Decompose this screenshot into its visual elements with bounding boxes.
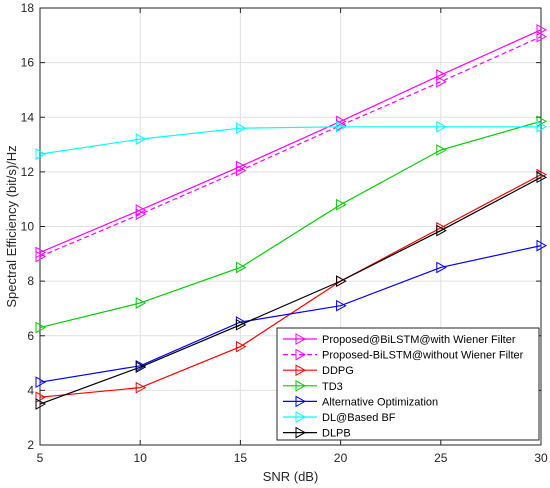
y-tick-label: 10 <box>21 220 35 234</box>
legend-label: Proposed@BiLSTM@with Wiener Filter <box>322 334 516 346</box>
data-point <box>536 24 548 36</box>
data-point <box>135 297 147 309</box>
data-point <box>35 321 47 334</box>
data-point <box>436 261 447 274</box>
y-tick-label: 16 <box>21 56 35 70</box>
data-point <box>436 224 447 237</box>
legend-label: DL@Based BF <box>322 412 396 424</box>
data-point <box>536 120 548 133</box>
legend-marker <box>295 333 307 345</box>
data-point <box>235 122 247 135</box>
data-point <box>336 299 347 312</box>
data-point <box>235 164 247 177</box>
series-line <box>39 29 542 253</box>
legend-marker <box>295 395 307 408</box>
y-tick-label: 2 <box>27 438 34 452</box>
series-line <box>39 120 542 329</box>
series-line <box>39 176 542 405</box>
data-point <box>235 318 247 331</box>
legend-marker <box>295 348 307 361</box>
data-point <box>436 69 447 81</box>
legend-marker <box>295 364 307 377</box>
legend-label: Alternative Optimization <box>322 396 438 408</box>
legend: Proposed@BiLSTM@with Wiener Filter Propos… <box>276 327 540 441</box>
data-point <box>536 239 548 252</box>
x-tick-label: 30 <box>534 451 548 465</box>
y-tick-label: 14 <box>21 110 35 124</box>
legend-marker <box>295 379 307 392</box>
series-7 <box>35 171 548 410</box>
data-point <box>135 133 147 145</box>
data-point <box>536 171 548 184</box>
x-tick-label: 10 <box>134 451 148 465</box>
data-point <box>436 144 447 156</box>
data-point <box>336 120 347 133</box>
legend-item: Alternative Optimization <box>283 395 438 408</box>
data-point <box>536 30 548 43</box>
legend-item: Proposed-BiLSTM@without Wiener Filter <box>283 348 524 362</box>
legend-item: DDPG <box>283 364 354 377</box>
data-point <box>436 120 447 133</box>
series-6 <box>35 120 548 160</box>
x-axis-title: SNR (dB) <box>263 469 319 484</box>
series-line <box>39 36 542 258</box>
series-5 <box>35 239 548 389</box>
legend-item: TD3 <box>283 379 343 393</box>
y-tick-label: 12 <box>21 165 35 179</box>
series-2 <box>35 30 548 263</box>
data-point <box>135 381 147 394</box>
data-point <box>436 75 447 88</box>
legend-label: DDPG <box>322 365 354 377</box>
legend-box <box>276 327 540 441</box>
data-point <box>35 148 47 160</box>
y-tick-label: 8 <box>27 274 34 288</box>
series-line <box>39 245 542 383</box>
data-point <box>35 376 47 389</box>
data-point <box>235 261 247 274</box>
data-point <box>135 208 147 221</box>
legend-marker <box>295 411 307 423</box>
x-tick-label: 5 <box>37 451 44 465</box>
y-tick-label: 4 <box>27 383 34 397</box>
x-tick-label: 25 <box>434 451 448 465</box>
data-point <box>35 398 47 410</box>
legend-item: DL@Based BF <box>283 411 396 424</box>
y-tick-label: 6 <box>27 329 34 343</box>
y-axis-title: Spectral Efficiency (bit/s)/Hz <box>4 145 19 307</box>
legend-label: Proposed-BiLSTM@without Wiener Filter <box>322 350 524 362</box>
data-point <box>336 198 347 211</box>
data-point <box>235 340 247 353</box>
legend-item: Proposed@BiLSTM@with Wiener Filter <box>283 333 516 346</box>
data-point <box>336 275 347 287</box>
data-point <box>35 391 47 404</box>
x-tick-label: 20 <box>334 451 348 465</box>
legend-label: TD3 <box>322 381 343 393</box>
legend-label: DLPB <box>322 428 351 440</box>
data-point <box>135 361 147 374</box>
data-point <box>35 250 47 263</box>
x-tick-label: 15 <box>234 451 248 465</box>
y-tick-label: 18 <box>21 1 35 15</box>
legend-marker <box>295 426 307 439</box>
series-line <box>39 126 541 155</box>
legend-item: DLPB <box>283 426 351 440</box>
